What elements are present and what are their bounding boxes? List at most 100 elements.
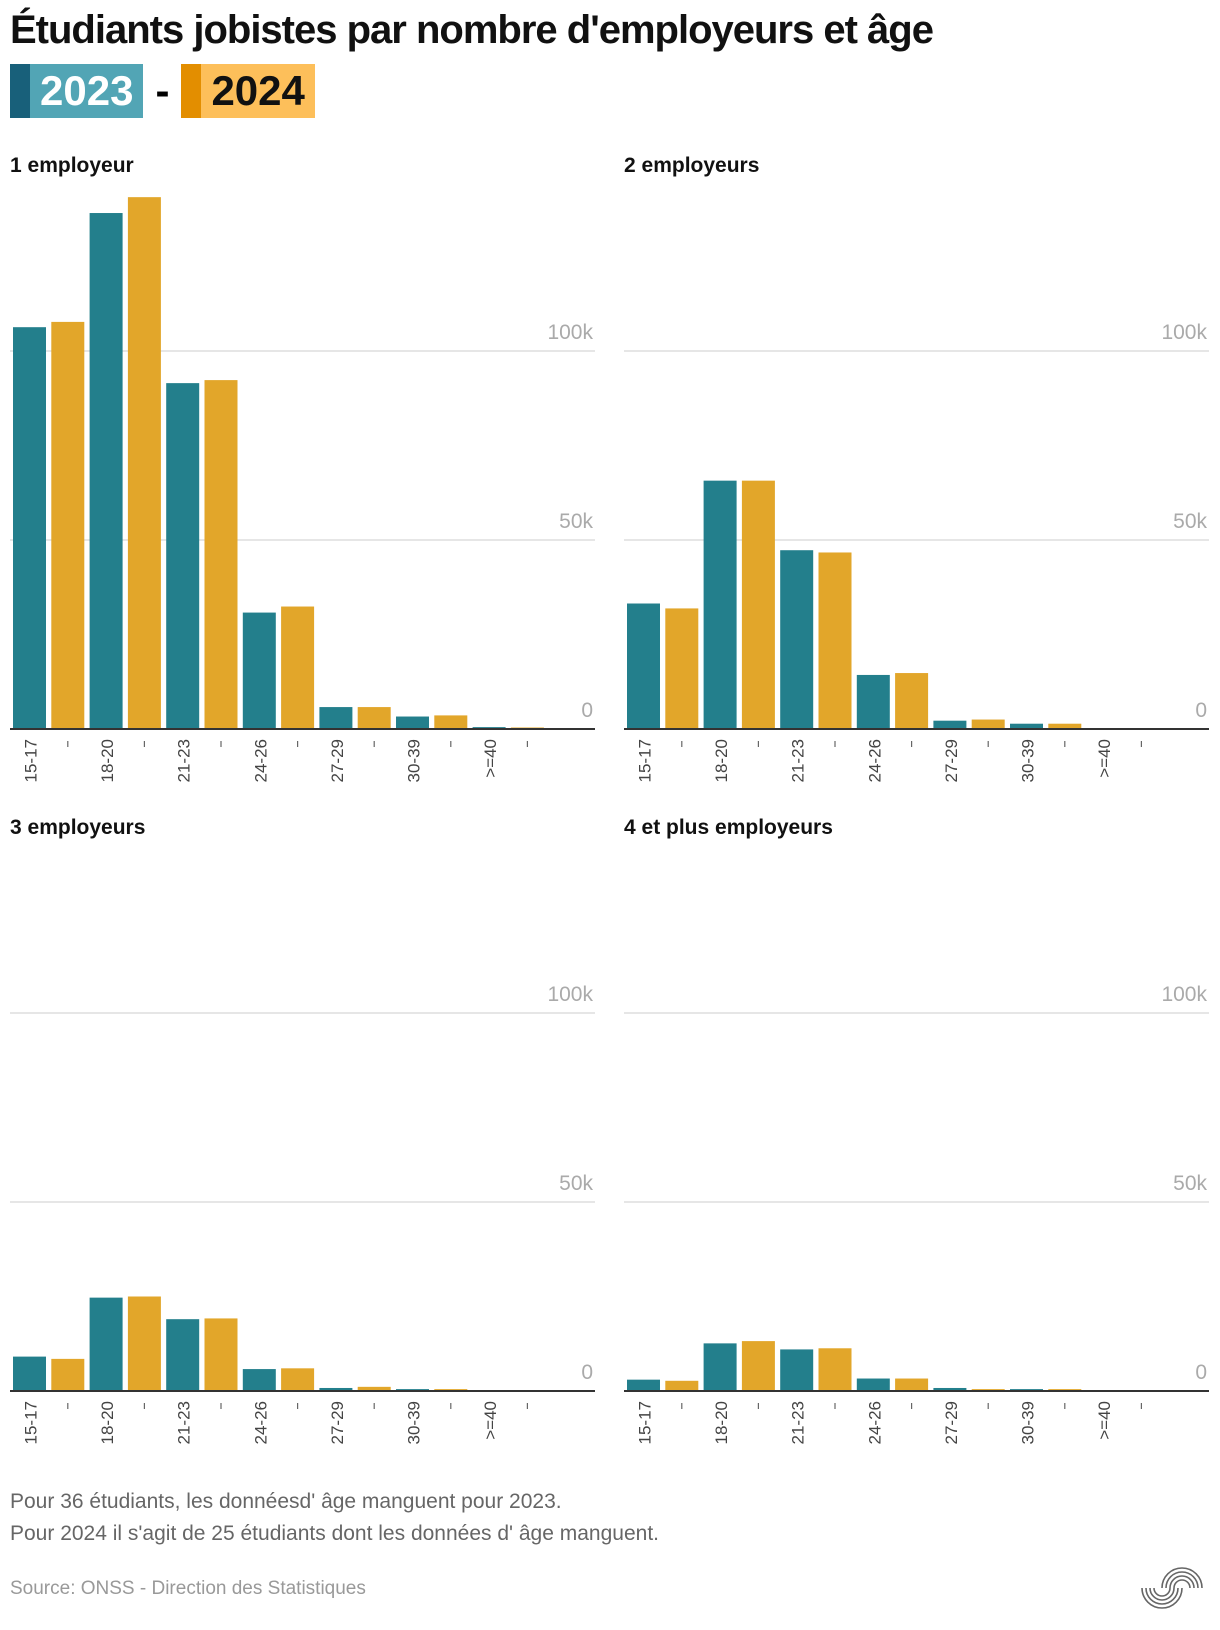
bar-2024-30-39 [434, 715, 468, 729]
y-tick-label: 50k [1173, 1172, 1207, 1195]
bar-2024-15-17 [51, 1358, 85, 1391]
x-tick-label: 30-39 [405, 739, 424, 782]
y-tick-label: 100k [547, 321, 593, 344]
panel-title: 1 employeur [10, 154, 134, 177]
bar-2023-21-23 [780, 550, 814, 729]
y-tick-label: 0 [1195, 1361, 1207, 1384]
y-tick-label: 0 [1195, 699, 1207, 722]
x-tick-label: 27-29 [328, 1401, 347, 1444]
x-tick-label: 30-39 [1019, 1401, 1038, 1444]
x-tick-label: 15-17 [22, 1401, 41, 1444]
small-multiples: 1 employeur 0 50k 100k 15-17 18-20 21-23 24-26 2… [10, 154, 1209, 1444]
bar-2023-21-23 [166, 383, 200, 729]
bar-2023-30-39 [396, 716, 429, 729]
legend-swatch-2023 [10, 64, 30, 118]
x-tick-label: 27-29 [942, 1401, 961, 1444]
bar-2023-15-17 [627, 603, 660, 729]
bar-2023-15-17 [13, 327, 46, 729]
x-tick-label: 24-26 [865, 1401, 884, 1444]
bar-2023-24-26 [856, 674, 890, 729]
bar-2024-24-26 [281, 1368, 315, 1391]
bar-2023-18-20 [89, 1297, 123, 1391]
logo-icon [1141, 1567, 1203, 1609]
bar-2024-21-23 [204, 1318, 238, 1391]
bar-2023-24-26 [242, 1369, 276, 1391]
x-tick-label: 18-20 [98, 1401, 117, 1444]
x-tick-label: 15-17 [22, 739, 41, 782]
x-tick-label: >=40 [1095, 1401, 1114, 1440]
panel-1: 1 employeur 0 50k 100k 15-17 18-20 21-23 24-26 2… [10, 154, 595, 782]
bar-2023-21-23 [166, 1319, 200, 1391]
bar-2024-15-17 [665, 608, 699, 729]
x-tick-label: >=40 [1095, 739, 1114, 778]
x-tick-label: 30-39 [405, 1401, 424, 1444]
y-tick-label: 0 [581, 1361, 593, 1384]
x-tick-label: 24-26 [865, 739, 884, 782]
x-tick-label: >=40 [481, 739, 500, 778]
bar-2024-27-29 [357, 707, 391, 729]
legend-item-2023: 2023 [10, 64, 144, 118]
y-tick-label: 50k [559, 510, 593, 533]
bar-2023-18-20 [703, 1343, 737, 1391]
note-1: Pour 36 étudiants, les donnéesd' âge man… [10, 1490, 562, 1513]
y-tick-label: 100k [1161, 321, 1207, 344]
x-tick-label: 30-39 [1019, 739, 1038, 782]
bar-2024-18-20 [741, 480, 775, 729]
panel-title: 3 employeurs [10, 816, 145, 839]
legend-label-2023: 2023 [30, 64, 144, 118]
bar-2023-21-23 [780, 1349, 814, 1391]
x-tick-label: 24-26 [251, 1401, 270, 1444]
y-tick-label: 100k [547, 983, 593, 1006]
bar-2023-15-17 [627, 1379, 660, 1391]
legend-label-2024: 2024 [201, 64, 315, 118]
bar-2024-24-26 [895, 1378, 929, 1391]
bar-2024-18-20 [741, 1341, 775, 1391]
legend: 2023 - 2024 [10, 64, 315, 118]
bar-2024-24-26 [895, 673, 929, 729]
y-tick-label: 50k [559, 1172, 593, 1195]
note-2: Pour 2024 il s'agit de 25 étudiants dont… [10, 1522, 659, 1545]
x-tick-label: 27-29 [942, 739, 961, 782]
x-tick-label: 21-23 [789, 1401, 808, 1444]
bar-2023-18-20 [89, 213, 123, 729]
bar-2023-27-29 [933, 1387, 967, 1391]
bar-2023-27-29 [319, 1387, 353, 1391]
x-tick-label: 27-29 [328, 739, 347, 782]
y-tick-label: 0 [581, 699, 593, 722]
bar-2024-15-17 [51, 321, 85, 729]
bar-2024-24-26 [281, 606, 315, 729]
bar-2024-21-23 [818, 1348, 852, 1391]
bar-2023-18-20 [703, 480, 737, 729]
panel-4: 4 et plus employeurs 0 50k 100k 15-17 18-20 21… [624, 816, 1209, 1444]
x-tick-label: 21-23 [175, 1401, 194, 1444]
bar-2023-24-26 [856, 1378, 890, 1391]
panel-title: 2 employeurs [624, 154, 759, 177]
bar-2023-27-29 [933, 720, 967, 729]
bar-2024-18-20 [127, 1296, 161, 1391]
panel-title: 4 et plus employeurs [624, 816, 833, 839]
x-tick-label: 18-20 [712, 739, 731, 782]
x-tick-label: 15-17 [636, 739, 655, 782]
bar-2024-27-29 [971, 719, 1005, 729]
bar-2024-27-29 [357, 1386, 391, 1391]
legend-item-2024: 2024 [181, 64, 315, 118]
panel-3: 3 employeurs 0 50k 100k 15-17 18-20 21-23 24-26… [10, 816, 595, 1444]
bar-2023-24-26 [242, 612, 276, 729]
bar-2024-18-20 [127, 197, 161, 730]
chart-title: Étudiants jobistes par nombre d'employeu… [10, 8, 934, 52]
bar-2024-15-17 [665, 1380, 699, 1391]
legend-separator: - [155, 67, 170, 114]
bar-2024-21-23 [204, 380, 238, 729]
x-tick-label: 18-20 [98, 739, 117, 782]
bar-2024-21-23 [818, 552, 852, 729]
panel-2: 2 employeurs 0 50k 100k 15-17 18-20 21-23 24-26… [624, 154, 1209, 782]
x-tick-label: 21-23 [175, 739, 194, 782]
x-tick-label: 18-20 [712, 1401, 731, 1444]
x-tick-label: 15-17 [636, 1401, 655, 1444]
bar-2023-27-29 [319, 707, 353, 729]
y-tick-label: 100k [1161, 983, 1207, 1006]
bar-2023-15-17 [13, 1356, 46, 1391]
x-tick-label: >=40 [481, 1401, 500, 1440]
source: Source: ONSS - Direction des Statistique… [10, 1578, 366, 1599]
